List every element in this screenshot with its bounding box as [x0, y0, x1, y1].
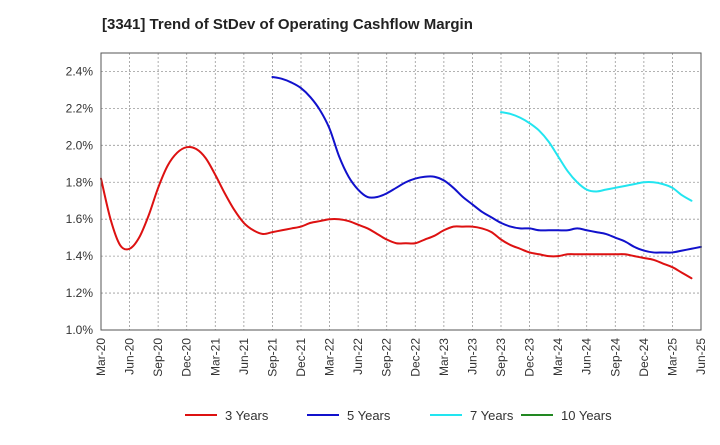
- legend-label-3-years: 3 Years: [225, 408, 269, 423]
- series-line-3-years: [100, 145, 693, 280]
- x-tick-label: Mar-22: [323, 338, 337, 376]
- x-tick-label: Dec-21: [294, 338, 308, 377]
- y-tick-label: 1.8%: [66, 175, 94, 189]
- y-tick-label: 1.2%: [66, 286, 94, 300]
- y-tick-label: 1.0%: [66, 323, 94, 337]
- x-tick-label: Dec-20: [180, 338, 194, 377]
- x-tick-label: Jun-21: [237, 338, 251, 375]
- legend-label-7-years: 7 Years: [470, 408, 514, 423]
- y-tick-label: 2.4%: [66, 64, 94, 78]
- grid-layer: [100, 53, 702, 331]
- x-tick-label: Sep-21: [265, 338, 279, 377]
- series-line-5-years: [271, 76, 702, 254]
- x-tick-label: Jun-20: [123, 338, 137, 375]
- x-tick-label: Dec-22: [408, 338, 422, 377]
- x-tick-label: Dec-24: [637, 338, 651, 377]
- x-tick-label: Jun-25: [694, 338, 708, 375]
- y-tick-label: 2.0%: [66, 138, 94, 152]
- x-tick-label: Mar-25: [665, 338, 679, 376]
- x-tick-label: Sep-24: [608, 338, 622, 377]
- x-tick-label: Mar-20: [94, 338, 108, 376]
- x-tick-label: Mar-24: [551, 338, 565, 376]
- x-tick-label: Mar-21: [208, 338, 222, 376]
- x-tick-label: Jun-24: [580, 338, 594, 375]
- legend: 3 Years 5 Years 7 Years 10 Years: [185, 408, 612, 423]
- chart-title: [3341] Trend of StDev of Operating Cashf…: [102, 16, 473, 33]
- legend-label-10-years: 10 Years: [561, 408, 612, 423]
- series-layer: [100, 76, 702, 280]
- y-tick-label: 1.6%: [66, 212, 94, 226]
- x-tick-label: Mar-23: [437, 338, 451, 376]
- y-axis-ticks: 1.0% 1.2% 1.4% 1.6% 1.8% 2.0% 2.2% 2.4%: [66, 64, 94, 337]
- y-tick-label: 1.4%: [66, 249, 94, 263]
- plot-frame: [100, 52, 702, 331]
- x-tick-label: Sep-22: [380, 338, 394, 377]
- series-line-7-years: [500, 111, 693, 202]
- x-axis-ticks: Mar-20 Jun-20 Sep-20 Dec-20 Mar-21 Jun-21 Sep-…: [94, 338, 708, 377]
- x-tick-label: Sep-20: [151, 338, 165, 377]
- x-tick-label: Dec-23: [523, 338, 537, 377]
- x-tick-label: Jun-22: [351, 338, 365, 375]
- x-tick-label: Sep-23: [494, 338, 508, 377]
- y-tick-label: 2.2%: [66, 101, 94, 115]
- x-tick-label: Jun-23: [465, 338, 479, 375]
- legend-label-5-years: 5 Years: [347, 408, 391, 423]
